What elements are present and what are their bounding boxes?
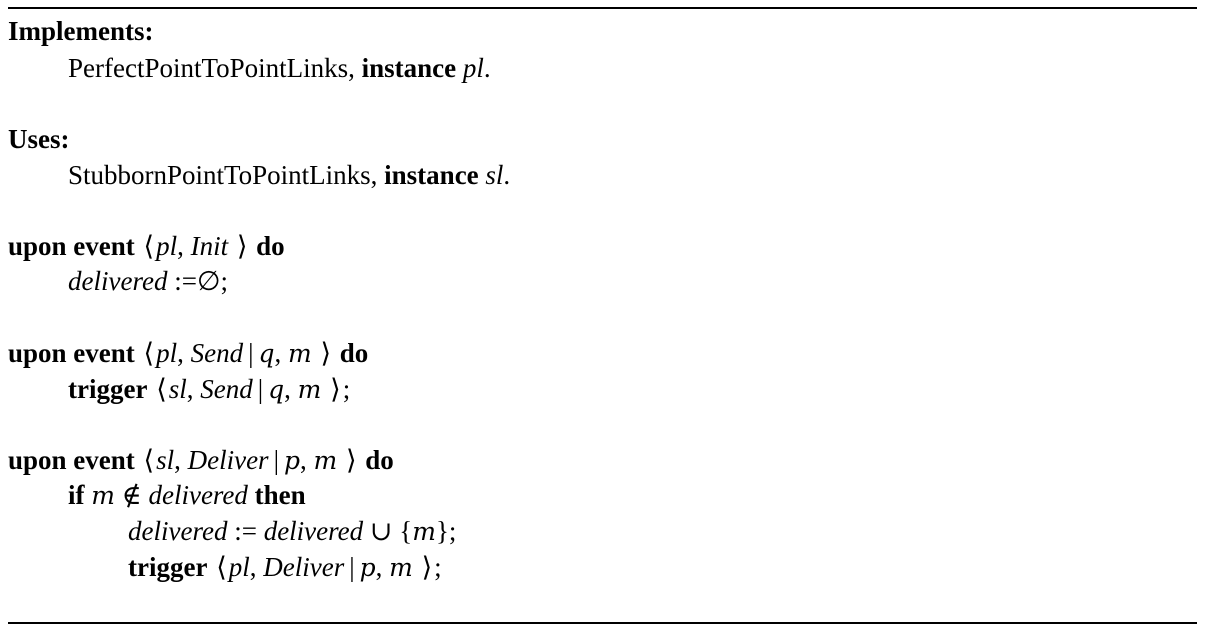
angle-open: ⟨ <box>216 552 227 582</box>
angle-open: ⟨ <box>156 374 167 404</box>
semicolon: ; <box>220 266 228 296</box>
comma: , <box>299 445 307 475</box>
event-send: Send <box>200 374 253 404</box>
bar: | <box>257 374 264 404</box>
comma: , <box>249 552 257 582</box>
deliver-assign-line: delivered := delivered ∪ {m}; <box>128 514 456 548</box>
var-m: m <box>389 553 413 582</box>
implements-line: PerfectPointToPointLinks, instance pl. <box>68 51 491 85</box>
kw-trigger: trigger <box>128 552 208 582</box>
kw-upon-event: upon event <box>8 338 135 368</box>
comma: , <box>284 374 291 404</box>
var-sl: sl <box>168 374 187 404</box>
assign-op: := <box>174 266 197 296</box>
angle-close: ⟩ <box>330 374 341 404</box>
comma: , <box>177 338 184 368</box>
handler-deliver-header: upon event ⟨sl, Deliver | p, m ⟩ do <box>8 443 394 477</box>
bottom-rule <box>8 622 1197 624</box>
kw-do: do <box>339 338 369 368</box>
uses-name: StubbornPointToPointLinks, <box>68 160 378 190</box>
init-body: delivered :=∅; <box>68 264 228 298</box>
handler-init-header: upon event ⟨pl, Init ⟩ do <box>8 229 285 263</box>
kw-then: then <box>254 480 306 510</box>
bar: | <box>273 445 279 475</box>
kw-do: do <box>365 445 394 475</box>
event-deliver: Deliver <box>263 552 345 582</box>
empty-set: ∅ <box>196 266 221 296</box>
var-m: m <box>297 375 322 404</box>
var-delivered: delivered <box>263 516 364 546</box>
uses-instance-kw: instance <box>384 160 479 190</box>
event-send: Send <box>190 338 244 368</box>
uses-heading-text: Uses: <box>8 124 70 154</box>
top-rule <box>8 7 1197 9</box>
implements-heading: Implements: <box>8 14 153 48</box>
var-q: q <box>268 375 285 404</box>
uses-period: . <box>503 160 511 190</box>
var-m: m <box>91 481 115 510</box>
comma: , <box>177 231 184 261</box>
angle-open: ⟨ <box>143 231 155 261</box>
kw-if: if <box>68 480 85 510</box>
angle-close: ⟩ <box>421 552 433 582</box>
angle-open: ⟨ <box>143 445 155 475</box>
semicolon: ; <box>448 516 457 546</box>
angle-close: ⟩ <box>236 231 248 261</box>
comma: , <box>186 374 194 404</box>
implements-name: PerfectPointToPointLinks, <box>68 53 355 83</box>
semicolon: ; <box>342 374 351 404</box>
comma: , <box>375 552 383 582</box>
uses-line: StubbornPointToPointLinks, instance sl. <box>68 158 510 192</box>
event-init: Init <box>190 231 229 261</box>
brace-open: { <box>399 516 413 546</box>
not-in: ∉ <box>121 480 142 510</box>
var-pl: pl <box>156 338 178 368</box>
var-sl: sl <box>156 445 175 475</box>
deliver-trigger-line: trigger ⟨pl, Deliver | p, m ⟩; <box>128 550 442 584</box>
handler-send-header: upon event ⟨pl, Send | q, m ⟩ do <box>8 336 368 370</box>
uses-heading: Uses: <box>8 122 70 156</box>
bar: | <box>248 338 254 368</box>
angle-open: ⟨ <box>143 338 155 368</box>
uses-instance-name: sl <box>485 160 504 190</box>
var-pl: pl <box>228 552 250 582</box>
union-op: ∪ <box>369 516 393 546</box>
implements-period: . <box>483 53 491 83</box>
send-body: trigger ⟨sl, Send | q, m ⟩; <box>68 372 350 406</box>
semicolon: ; <box>434 552 442 582</box>
deliver-if-line: if m ∉ delivered then <box>68 478 306 512</box>
var-delivered: delivered <box>128 516 228 546</box>
event-deliver: Deliver <box>187 445 269 475</box>
comma: , <box>174 445 181 475</box>
angle-close: ⟩ <box>320 338 332 368</box>
kw-trigger: trigger <box>68 374 148 404</box>
angle-close: ⟩ <box>345 445 357 475</box>
assign-op: := <box>234 516 257 546</box>
comma: , <box>274 338 282 368</box>
var-pl: pl <box>156 231 178 261</box>
implements-heading-text: Implements: <box>8 16 154 46</box>
var-p: p <box>283 446 300 475</box>
kw-do: do <box>256 231 285 261</box>
bar: | <box>349 552 355 582</box>
var-p: p <box>359 553 376 582</box>
var-q: q <box>258 339 275 368</box>
implements-instance-kw: instance <box>361 53 457 83</box>
var-m: m <box>288 339 312 368</box>
var-m: m <box>313 446 338 475</box>
kw-upon-event: upon event <box>8 445 135 475</box>
var-m: m <box>412 517 436 546</box>
kw-upon-event: upon event <box>8 231 135 261</box>
implements-instance-name: pl <box>462 53 484 83</box>
brace-close: } <box>435 516 449 546</box>
var-delivered: delivered <box>68 266 168 296</box>
var-delivered: delivered <box>148 480 248 510</box>
